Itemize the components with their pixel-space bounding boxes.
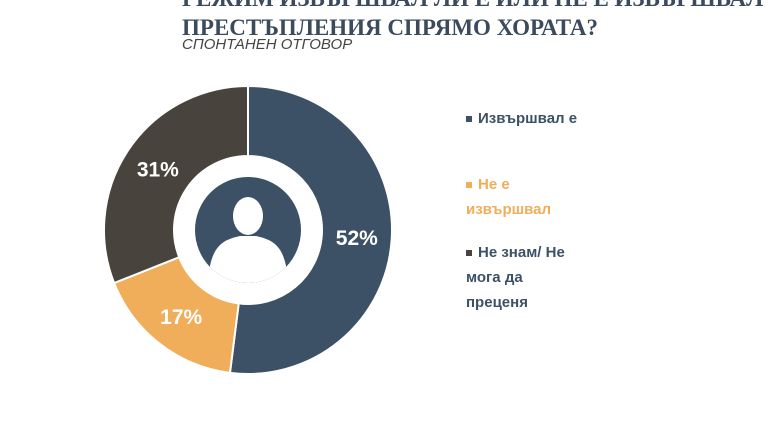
slice-2 [103,84,249,285]
data-label-0: 52% [336,227,378,250]
legend-marker [466,182,472,189]
data-label-2: 31% [137,159,179,182]
subtitle: СПОНТАНЕН ОТГОВОР [182,36,353,53]
title-line-2: ПРЕСТЪПЛЕНИЯ СПРЯМО ХОРАТА? [182,15,599,40]
data-label-1: 17% [160,306,202,329]
legend-label: Не знам/ Не мога да преценя [466,244,565,311]
legend-item-2: Не знам/ Не мога да преценя [466,240,586,315]
legend-marker [466,116,472,123]
legend-marker [466,250,472,257]
legend-label: Извършвал е [478,110,578,127]
slice-0 [228,84,393,375]
legend-item-1: Не е извършвал [466,172,586,222]
legend-item-0: Извършвал е [466,106,586,131]
title-line-1: РЕЖИМ ИЗВЪРШВАЛ ЛИ Е ИЛИ НЕ Е ИЗВЪРШВАЛ [182,0,763,12]
legend-label: Не е извършвал [466,176,552,218]
person-icon [195,177,301,283]
